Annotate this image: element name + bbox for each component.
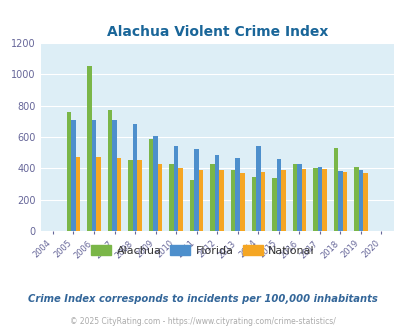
Bar xyxy=(312,168,317,231)
Bar xyxy=(112,120,117,231)
Bar xyxy=(198,170,203,231)
Bar xyxy=(153,136,158,231)
Bar xyxy=(107,110,112,231)
Bar xyxy=(301,169,305,231)
Bar xyxy=(219,170,224,231)
Bar xyxy=(96,157,100,231)
Text: © 2025 CityRating.com - https://www.cityrating.com/crime-statistics/: © 2025 CityRating.com - https://www.city… xyxy=(70,317,335,326)
Bar xyxy=(158,164,162,231)
Bar xyxy=(276,159,280,231)
Bar xyxy=(260,172,264,231)
Bar xyxy=(235,158,239,231)
Bar xyxy=(296,164,301,231)
Bar xyxy=(214,155,219,231)
Bar xyxy=(173,146,178,231)
Bar xyxy=(333,148,337,231)
Bar xyxy=(71,120,75,231)
Bar xyxy=(251,177,256,231)
Bar xyxy=(239,173,244,231)
Bar xyxy=(149,139,153,231)
Bar xyxy=(92,120,96,231)
Legend: Alachua, Florida, National: Alachua, Florida, National xyxy=(86,241,319,260)
Bar xyxy=(337,171,342,231)
Bar xyxy=(117,158,121,231)
Bar xyxy=(190,180,194,231)
Text: Crime Index corresponds to incidents per 100,000 inhabitants: Crime Index corresponds to incidents per… xyxy=(28,294,377,304)
Bar xyxy=(271,178,276,231)
Bar xyxy=(358,170,362,231)
Bar xyxy=(137,160,141,231)
Bar xyxy=(132,124,137,231)
Bar xyxy=(128,160,132,231)
Bar xyxy=(75,157,80,231)
Bar xyxy=(353,167,358,231)
Bar xyxy=(230,170,235,231)
Bar xyxy=(342,172,346,231)
Bar xyxy=(194,149,198,231)
Bar xyxy=(210,164,214,231)
Bar xyxy=(292,164,296,231)
Title: Alachua Violent Crime Index: Alachua Violent Crime Index xyxy=(106,25,327,39)
Bar xyxy=(256,146,260,231)
Bar xyxy=(66,112,71,231)
Bar xyxy=(362,173,367,231)
Bar xyxy=(169,164,173,231)
Bar xyxy=(178,168,183,231)
Bar xyxy=(321,169,326,231)
Bar xyxy=(87,66,92,231)
Bar xyxy=(280,170,285,231)
Bar xyxy=(317,167,321,231)
